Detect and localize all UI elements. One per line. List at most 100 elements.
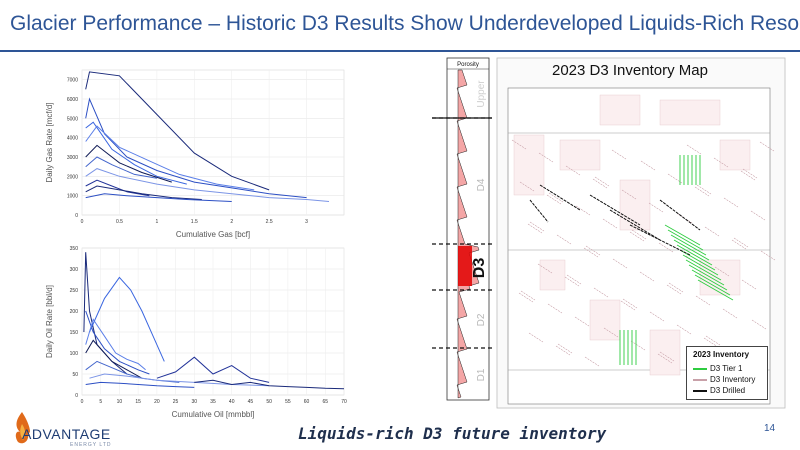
inventory-well (723, 197, 739, 208)
map-legend: 2023 Inventory D3 Tier 1 D3 Inventory D3… (686, 346, 768, 400)
oil-series-line (85, 381, 195, 388)
inventory-well (648, 202, 664, 213)
inventory-well (631, 229, 647, 240)
gas-y-tick-label: 7000 (67, 78, 78, 84)
porosity-log: Porosity Upper D4 D3 D2 D1 (432, 57, 492, 401)
oil-x-tick-label: 40 (229, 399, 235, 405)
tier1-well (664, 224, 701, 246)
log-frame (446, 57, 490, 401)
tier1-well (697, 279, 734, 301)
inventory-well (751, 319, 767, 330)
drilled-well (609, 209, 661, 241)
zone-label-d3: D3 (471, 258, 488, 279)
oil-x-axis-label: Cumulative Oil [mmbbl] (172, 410, 255, 419)
drilled-well (529, 199, 549, 223)
log-header: Porosity (457, 62, 479, 68)
gas-y-tick-label: 3000 (67, 155, 78, 161)
inventory-well (694, 186, 710, 197)
d3-highlight (458, 246, 472, 286)
oil-x-tick-label: 25 (173, 399, 179, 405)
inventory-well (583, 247, 599, 258)
logo-text: ADVANTAGE (22, 426, 111, 442)
inventory-well (733, 237, 749, 248)
map-tract (539, 259, 566, 291)
inventory-well (713, 157, 729, 168)
oil-y-tick-label: 100 (70, 351, 79, 357)
inventory-well (520, 290, 536, 301)
inventory-well (640, 160, 656, 171)
inventory-well (695, 295, 711, 306)
inventory-well (603, 327, 619, 338)
inventory-well (741, 279, 757, 290)
drilled-well (659, 199, 701, 231)
company-logo (10, 408, 120, 448)
gas-series-line (85, 125, 255, 191)
oil-x-tick-label: 35 (210, 399, 216, 405)
gas-series-line (85, 97, 307, 199)
drilled-well (629, 224, 691, 256)
inventory-well (630, 340, 646, 351)
zone-label-upper: Upper (476, 80, 487, 108)
inventory-well (564, 276, 580, 287)
legend-item-inventory: D3 Inventory (693, 375, 755, 385)
inventory-well (742, 168, 758, 179)
flame-icon (15, 412, 30, 444)
inventory-well (705, 335, 721, 346)
footer-caption: Liquids-rich D3 future inventory (298, 424, 607, 443)
page-number: 14 (764, 423, 776, 434)
inventory-well (611, 149, 627, 160)
inventory-well (584, 356, 600, 367)
inventory-well (555, 345, 571, 356)
inventory-well (649, 311, 665, 322)
inventory-well (557, 343, 573, 354)
oil-x-tick-label: 70 (341, 399, 347, 405)
inventory-well (621, 189, 637, 200)
inventory-well (529, 221, 545, 232)
oil-x-tick-label: 15 (135, 399, 141, 405)
inventory-well (527, 223, 543, 234)
legend-swatch-drilled (693, 389, 707, 392)
inventory-well (602, 218, 618, 229)
oil-y-tick-label: 150 (70, 330, 79, 336)
tier1-well (667, 229, 704, 251)
tier1-well (688, 264, 725, 286)
gas-series-line (85, 71, 270, 191)
tier1-well (694, 274, 731, 296)
inventory-well (714, 266, 730, 277)
oil-x-tick-label: 0 (81, 399, 84, 405)
inventory-well (528, 332, 544, 343)
inventory-well (565, 165, 581, 176)
inventory-well (566, 274, 582, 285)
drilled-well (589, 194, 641, 226)
inventory-well (585, 245, 601, 256)
tier1-well (682, 254, 719, 276)
inventory-well (537, 263, 553, 274)
tier1-well (685, 259, 722, 281)
legend-label-drilled: D3 Drilled (710, 386, 746, 395)
inventory-well (668, 282, 684, 293)
inventory-well (639, 271, 655, 282)
inventory-well (592, 178, 608, 189)
oil-rate-chart: 0 50 100 150 200 250 300 350 0 5 10 15 20 25 30 35 40 45 5… (45, 246, 347, 419)
porosity-trace (456, 69, 480, 399)
oil-series-line (194, 379, 345, 390)
inventory-well (676, 324, 692, 335)
inventory-well (612, 258, 628, 269)
zone-label-d4: D4 (476, 178, 487, 191)
inventory-well (574, 316, 590, 327)
inventory-well (659, 351, 675, 362)
oil-x-tick-label: 50 (266, 399, 272, 405)
map-tract (659, 99, 721, 126)
oil-y-tick-label: 250 (70, 288, 79, 294)
oil-series-line (85, 310, 150, 375)
gas-y-tick-label: 1000 (67, 194, 78, 200)
inventory-well (760, 250, 776, 261)
gas-y-axis-label: Daily Gas Rate [mcf/d] (45, 102, 54, 182)
gas-series-line (85, 193, 232, 202)
inventory-well (686, 144, 702, 155)
inventory-well (657, 353, 673, 364)
gas-x-tick-label: 2 (230, 219, 233, 225)
inventory-map (496, 57, 786, 409)
gas-rate-chart: 0 1000 2000 3000 4000 5000 6000 7000 0 0.5 1 1.5 2 2.… (45, 69, 345, 239)
